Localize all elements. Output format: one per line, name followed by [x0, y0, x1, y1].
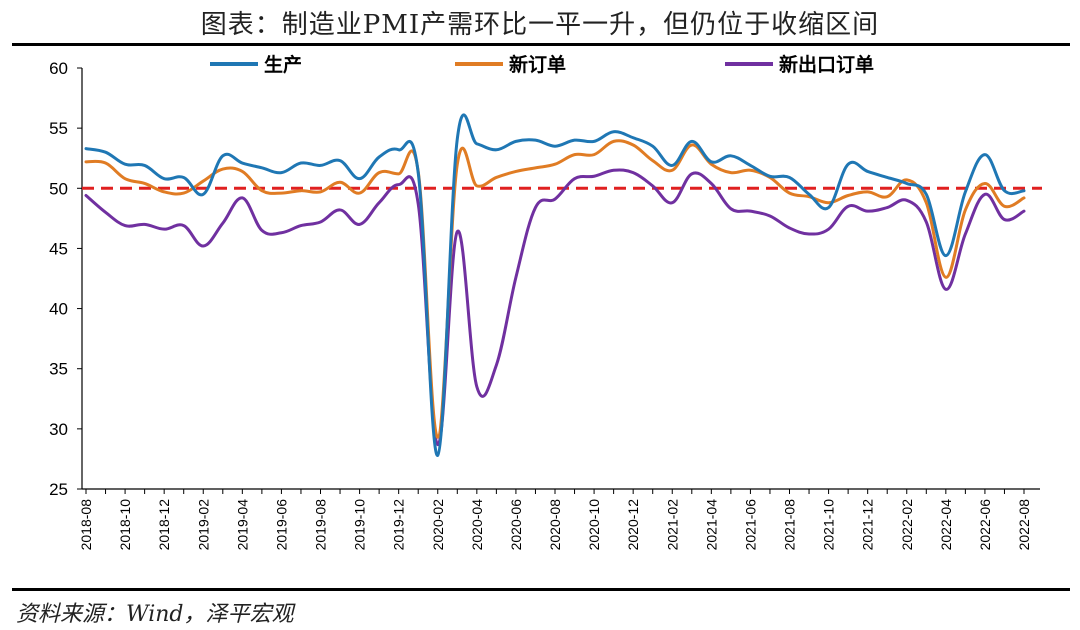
- y-tick-label: 55: [49, 119, 68, 138]
- source-note: 资料来源：Wind，泽平宏观: [16, 602, 294, 627]
- x-tick-label: 2019-06: [273, 499, 289, 551]
- x-tick-label: 2021-08: [782, 499, 798, 551]
- legend-label: 新订单: [509, 53, 566, 76]
- x-tick-label: 2021-12: [860, 499, 876, 551]
- chart-title: 图表：制造业PMI产需环比一平一升，但仍位于收缩区间: [200, 10, 880, 40]
- x-tick-label: 2021-06: [742, 499, 758, 551]
- y-tick-label: 35: [49, 360, 68, 379]
- x-tick-label: 2018-12: [156, 499, 172, 551]
- legend: 生产 新订单 新出口订单: [210, 53, 874, 76]
- axes: 25 30 35 40 45 50 55 60 2018-08 2018-10 2018-12 201…: [49, 59, 1040, 550]
- y-tick-label: 30: [49, 420, 68, 439]
- x-tick-label: 2019-02: [195, 499, 211, 551]
- x-tick-label: 2020-02: [430, 499, 446, 551]
- x-tick-label: 2019-08: [313, 499, 329, 551]
- y-tick-label: 50: [49, 179, 68, 198]
- x-tick-label: 2018-08: [78, 499, 94, 551]
- x-tick-label: 2021-04: [703, 499, 719, 551]
- series-group: [84, 113, 1026, 457]
- x-tick-label: 2020-08: [547, 499, 563, 551]
- series-line-新订单: [84, 139, 1026, 439]
- legend-label: 生产: [264, 53, 302, 76]
- x-tick-label: 2018-10: [117, 499, 133, 551]
- x-tick-label: 2021-02: [664, 499, 680, 551]
- x-tick-label: 2019-12: [391, 499, 407, 551]
- legend-label: 新出口订单: [779, 53, 874, 76]
- x-tick-label: 2020-10: [586, 499, 602, 551]
- y-tick-label: 25: [49, 480, 68, 499]
- series-line-生产: [84, 113, 1026, 457]
- top-rule: [12, 43, 1070, 46]
- y-tick-label: 45: [49, 239, 68, 258]
- x-tick-label: 2022-02: [899, 499, 915, 551]
- series-line-新出口订单: [84, 168, 1026, 447]
- x-tick-label: 2019-10: [352, 499, 368, 551]
- x-tick-label: 2022-08: [1016, 499, 1032, 551]
- x-tick-label: 2020-12: [625, 499, 641, 551]
- x-tick-label: 2022-04: [938, 499, 954, 551]
- y-tick-label: 40: [49, 300, 68, 319]
- x-tick-label: 2019-04: [234, 499, 250, 551]
- y-tick-label: 60: [49, 59, 68, 78]
- x-tick-label: 2022-06: [977, 499, 993, 551]
- x-tick-label: 2020-04: [469, 499, 485, 551]
- bottom-rule: [12, 588, 1070, 591]
- x-tick-label: 2020-06: [508, 499, 524, 551]
- x-tick-label: 2021-10: [821, 499, 837, 551]
